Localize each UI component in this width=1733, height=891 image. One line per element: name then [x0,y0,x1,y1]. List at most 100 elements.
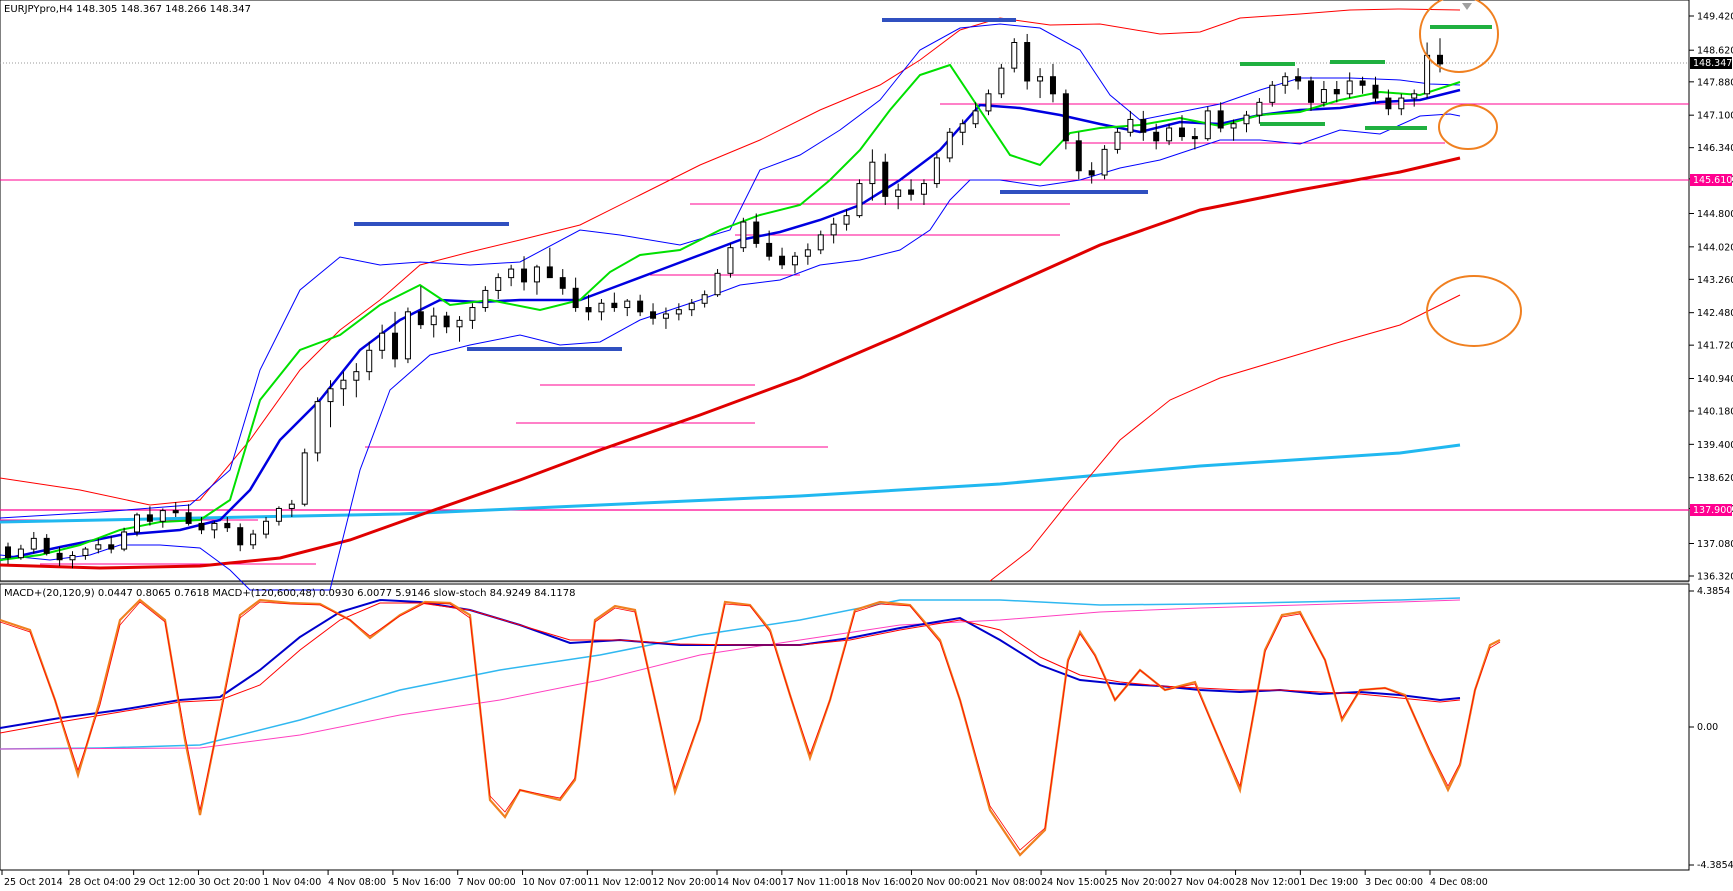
candle[interactable] [1062,89,1069,150]
candle[interactable] [688,298,695,317]
support-marker[interactable] [1000,190,1148,194]
candle[interactable] [882,153,889,205]
candle[interactable] [714,269,721,297]
candle[interactable] [121,527,128,552]
candle[interactable] [1204,106,1211,141]
candle[interactable] [224,517,231,532]
candle[interactable] [1243,110,1250,133]
candle[interactable] [650,303,657,325]
candle[interactable] [134,512,141,537]
candle[interactable] [585,294,592,321]
indicator-panel[interactable] [0,583,1690,871]
candle[interactable] [908,179,915,201]
candle[interactable] [95,538,102,554]
candle[interactable] [779,247,786,270]
candle[interactable] [430,307,437,338]
candle[interactable] [1075,132,1082,180]
candlesticks[interactable] [5,33,1443,569]
candle[interactable] [275,506,282,526]
candle[interactable] [159,508,166,528]
target-marker[interactable] [1240,62,1295,66]
candle[interactable] [185,504,192,526]
candle[interactable] [146,506,153,526]
candle[interactable] [69,551,76,569]
candle[interactable] [1269,80,1276,107]
chart-shift-icon[interactable] [1462,3,1472,10]
candle[interactable] [327,380,334,428]
candle[interactable] [56,546,63,567]
candle[interactable] [1411,89,1418,107]
candle[interactable] [5,542,11,565]
candle[interactable] [211,521,218,539]
candle[interactable] [82,546,89,560]
candle[interactable] [1088,162,1095,184]
highlight-circles[interactable] [1419,0,1522,347]
candle[interactable] [817,230,824,255]
candle[interactable] [1191,128,1198,150]
candle[interactable] [17,544,24,560]
candle[interactable] [895,183,902,210]
candle[interactable] [1166,123,1173,146]
target-marker[interactable] [1260,122,1325,126]
candle[interactable] [443,311,450,334]
candle[interactable] [662,307,669,329]
candle[interactable] [972,102,979,128]
candle[interactable] [508,264,515,287]
candle[interactable] [250,529,257,550]
candle[interactable] [469,303,476,329]
candle[interactable] [314,397,321,462]
candle[interactable] [1385,89,1392,116]
candle[interactable] [1320,80,1327,107]
candle[interactable] [404,307,411,364]
candle[interactable] [43,534,50,556]
candle[interactable] [920,179,927,205]
candle[interactable] [933,153,940,188]
candle[interactable] [366,341,373,381]
circle-annotation[interactable] [1438,104,1498,150]
candle[interactable] [1101,145,1108,180]
candle[interactable] [1230,119,1237,141]
candle[interactable] [856,179,863,218]
candle[interactable] [766,230,773,261]
candle[interactable] [521,256,528,291]
resistance-marker[interactable] [354,222,509,226]
candle[interactable] [1178,115,1185,141]
candle[interactable] [533,264,540,295]
candle[interactable] [495,273,502,299]
candle[interactable] [753,213,760,248]
candle[interactable] [301,448,308,507]
candle[interactable] [559,269,566,295]
candle[interactable] [611,292,618,312]
support-marker[interactable] [467,347,622,351]
circle-annotation[interactable] [1426,275,1522,347]
candle[interactable] [1127,110,1134,137]
candle[interactable] [998,63,1005,99]
candle[interactable] [1153,123,1160,150]
candle[interactable] [1346,72,1353,99]
candle[interactable] [30,531,37,554]
candle[interactable] [456,316,463,342]
candle[interactable] [675,303,682,321]
candle[interactable] [598,298,605,321]
candle[interactable] [353,363,360,398]
target-marker[interactable] [1365,126,1427,130]
candle[interactable] [637,294,644,317]
target-marker[interactable] [1430,25,1492,29]
candle[interactable] [198,517,205,535]
candle[interactable] [1372,76,1379,103]
candle[interactable] [572,277,579,312]
candle[interactable] [740,217,747,252]
candle[interactable] [1333,80,1340,103]
candle[interactable] [1295,68,1302,90]
candle[interactable] [237,523,244,552]
candle[interactable] [1307,76,1314,111]
candle[interactable] [1256,98,1263,124]
candle[interactable] [804,243,811,265]
candle[interactable] [985,89,992,116]
candle[interactable] [843,209,850,231]
candle[interactable] [1049,63,1056,103]
candle[interactable] [1217,102,1224,133]
candle[interactable] [1398,93,1405,116]
candle[interactable] [624,298,631,317]
circle-annotation[interactable] [1419,0,1499,73]
